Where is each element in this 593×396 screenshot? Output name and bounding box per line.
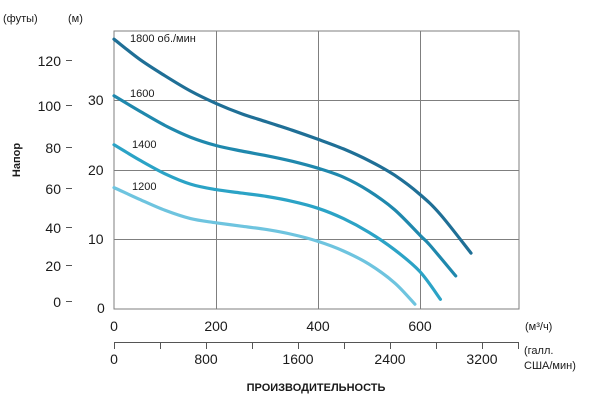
y-m-tick-label: 10: [88, 231, 104, 247]
x2-unit-label-line1: (галл.: [524, 345, 553, 357]
grid: [113, 30, 520, 310]
x-tick-label: 600: [408, 318, 432, 334]
x-unit-label: (м³/ч): [525, 321, 552, 333]
y-m-tick-label: 0: [97, 300, 105, 316]
y-feet-tick-label: 0: [53, 294, 61, 310]
y-feet-tick-label: 120: [38, 53, 62, 69]
series-label-1600: 1600: [130, 88, 154, 100]
series-line-2: [112, 143, 442, 301]
x2-axis: [114, 342, 519, 349]
x2-tick-label: 1600: [282, 351, 313, 367]
series-line-3: [112, 186, 417, 306]
series-layer: [112, 37, 473, 306]
x2-tick-label: 3200: [466, 351, 497, 367]
x2-tick-label: 2400: [374, 351, 405, 367]
y-feet-unit-label: (футы): [3, 13, 38, 25]
y-axis-title: Напор: [11, 143, 23, 177]
x-tick-label: 400: [306, 318, 330, 334]
y-feet-tick-label: 80: [45, 140, 61, 156]
x2-unit-label-line2: США/мин): [524, 360, 576, 372]
y-m-tick-label: 30: [88, 92, 104, 108]
y-feet-tick-label: 100: [38, 98, 62, 114]
series-line-0: [112, 37, 473, 255]
y-feet-tick-marks: [66, 60, 72, 302]
y-feet-tick-label: 20: [45, 258, 61, 274]
y-m-tick-label: 20: [88, 162, 104, 178]
x-axis-title: ПРОИЗВОДИТЕЛЬНОСТЬ: [247, 382, 386, 394]
y-feet-tick-label: 60: [45, 181, 61, 197]
x-tick-label: 200: [204, 318, 228, 334]
y-feet-tick-label: 40: [45, 220, 61, 236]
y-m-unit-label: (м): [68, 13, 83, 25]
series-label-1400: 1400: [132, 139, 156, 151]
x2-tick-label: 0: [110, 351, 118, 367]
series-label-1800: 1800 об./мин: [130, 33, 196, 45]
series-line-1: [112, 94, 458, 278]
x-tick-label: 0: [110, 318, 118, 334]
x2-tick-label: 800: [194, 351, 218, 367]
series-label-1200: 1200: [132, 181, 156, 193]
